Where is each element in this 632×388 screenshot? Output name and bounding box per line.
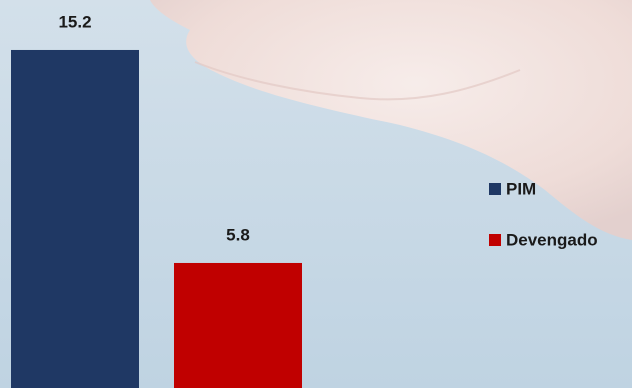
legend-swatch [489, 183, 501, 195]
legend-label: PIM [506, 179, 536, 198]
legend-label: Devengado [506, 230, 598, 249]
value-label: 15.2 [58, 12, 91, 31]
hand-image [150, 0, 632, 240]
hand-detail [194, 61, 521, 101]
plot-area: 15.2 5.8 PIM Devengado [11, 12, 598, 388]
bar [11, 49, 139, 388]
bar [174, 262, 302, 388]
legend-swatch [489, 234, 501, 246]
value-label: 5.8 [226, 225, 250, 244]
